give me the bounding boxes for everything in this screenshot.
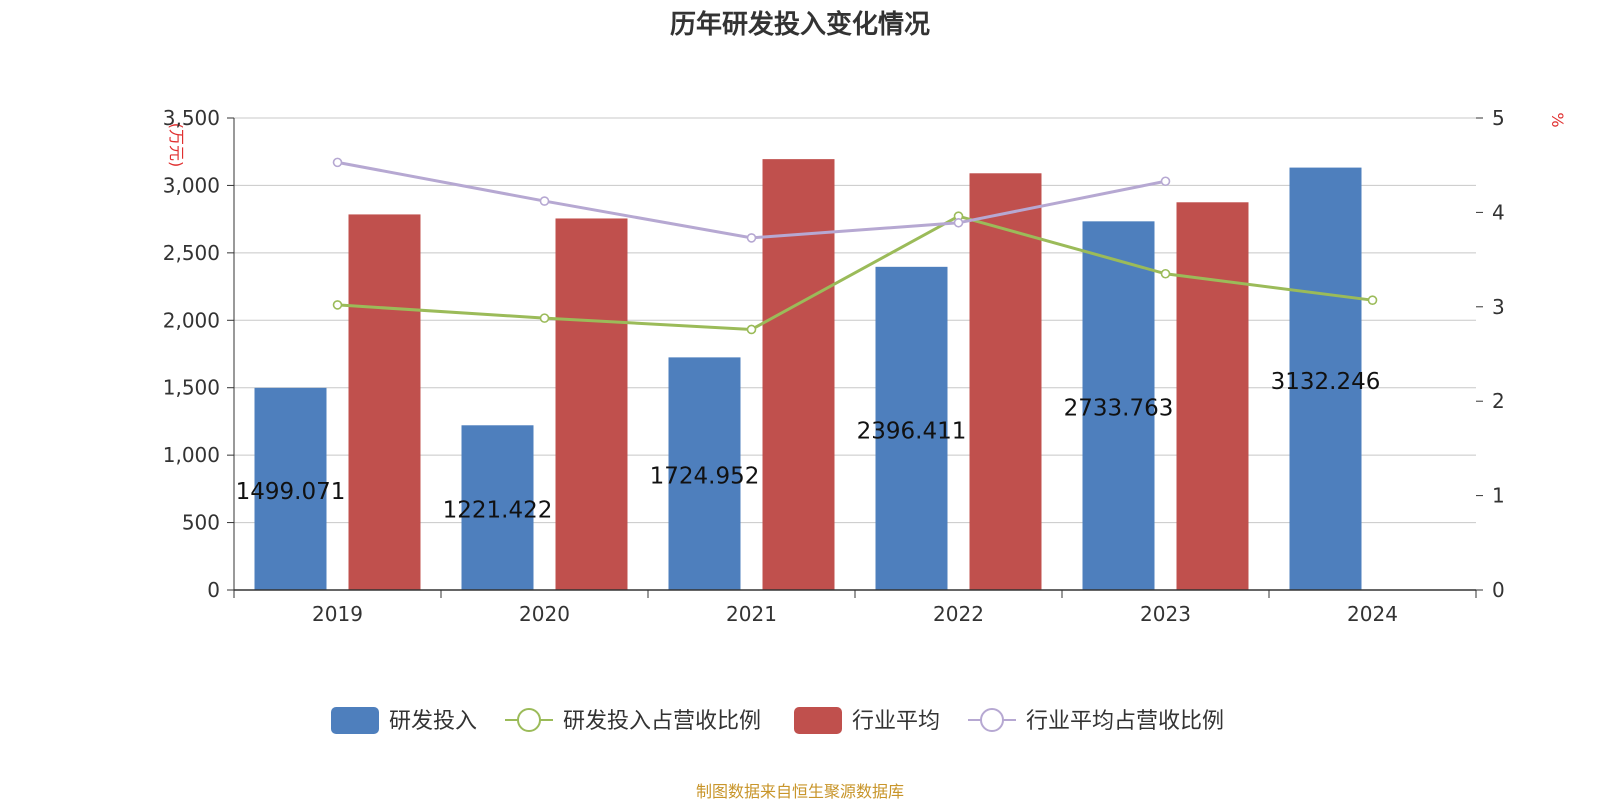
y-left-tick-label: 1,000 (163, 443, 220, 467)
bar (1082, 221, 1155, 591)
y-left-tick-label: 0 (207, 578, 220, 602)
y-right-tick-label: 1 (1492, 484, 1505, 508)
x-tick-label: 2023 (1140, 602, 1191, 626)
y-axis-right-unit: % (1548, 112, 1567, 127)
y-left-tick-label: 3,500 (163, 106, 220, 130)
x-tick-label: 2024 (1347, 602, 1398, 626)
data-label: 1724.952 (650, 464, 760, 490)
bar (668, 357, 741, 590)
y-left-tick-label: 500 (182, 511, 220, 535)
y-axis-left-unit: (万元) (167, 123, 186, 168)
line-point (1367, 295, 1378, 305)
line-point (746, 233, 757, 243)
line-point (953, 217, 964, 228)
legend-label: 研发投入占营收比例 (563, 709, 761, 734)
data-label: 2733.763 (1064, 396, 1174, 422)
legend-swatch-marker (517, 708, 541, 732)
axes: (万元) % 0 500 1,000 1,500 2,000 2,500 3,000 3,50… (163, 106, 1567, 626)
y-right-tick-label: 0 (1492, 578, 1505, 602)
chart-title: 历年研发投入变化情况 (669, 10, 930, 40)
data-label: 1221.422 (443, 498, 553, 524)
bar (1176, 202, 1249, 591)
x-tick-label: 2019 (312, 602, 363, 626)
y-right-tick-label: 2 (1492, 389, 1505, 413)
bar (875, 266, 948, 590)
bar-series (254, 159, 1362, 591)
line-point (539, 196, 550, 206)
y-left-tick-label: 2,000 (163, 308, 220, 332)
data-label: 1499.071 (236, 479, 346, 505)
legend-label: 研发投入 (389, 709, 477, 734)
data-labels: 1499.071 1221.422 1724.952 2396.411 2733.763… (236, 369, 1381, 524)
bar (762, 159, 835, 591)
source-note: 制图数据来自恒生聚源数据库 (695, 782, 904, 801)
line-point (332, 300, 343, 310)
line-series (332, 157, 1378, 335)
bar (555, 218, 628, 590)
line-point (332, 157, 343, 168)
legend[interactable]: 研发投入 研发投入占营收比例 行业平均 行业平均占营收比例 (331, 707, 1224, 734)
line-point (1160, 268, 1171, 279)
line-point (746, 324, 757, 335)
x-tick-label: 2020 (519, 602, 570, 626)
legend-swatch-marker (980, 708, 1004, 732)
legend-swatch (794, 707, 842, 734)
bar (254, 387, 327, 590)
bar (348, 214, 421, 590)
data-label: 2396.411 (857, 418, 967, 444)
data-label: 3132.246 (1271, 369, 1381, 395)
legend-label: 行业平均 (852, 709, 940, 734)
bar (1289, 167, 1362, 591)
grid-lines (234, 117, 1476, 524)
line-point (1160, 176, 1171, 187)
x-tick-label: 2021 (726, 602, 777, 626)
legend-label: 行业平均占营收比例 (1026, 709, 1224, 734)
y-left-tick-label: 1,500 (163, 376, 220, 400)
y-right-tick-label: 4 (1492, 200, 1505, 224)
line-point (539, 313, 550, 323)
y-right-tick-label: 5 (1492, 106, 1505, 130)
legend-swatch (331, 707, 379, 734)
bar (461, 425, 534, 590)
bar (969, 173, 1042, 590)
y-right-tick-label: 3 (1492, 295, 1505, 319)
series-line (337, 214, 1373, 331)
y-left-tick-label: 3,000 (163, 173, 220, 197)
x-tick-label: 2022 (933, 602, 984, 626)
y-left-tick-label: 2,500 (163, 241, 220, 265)
